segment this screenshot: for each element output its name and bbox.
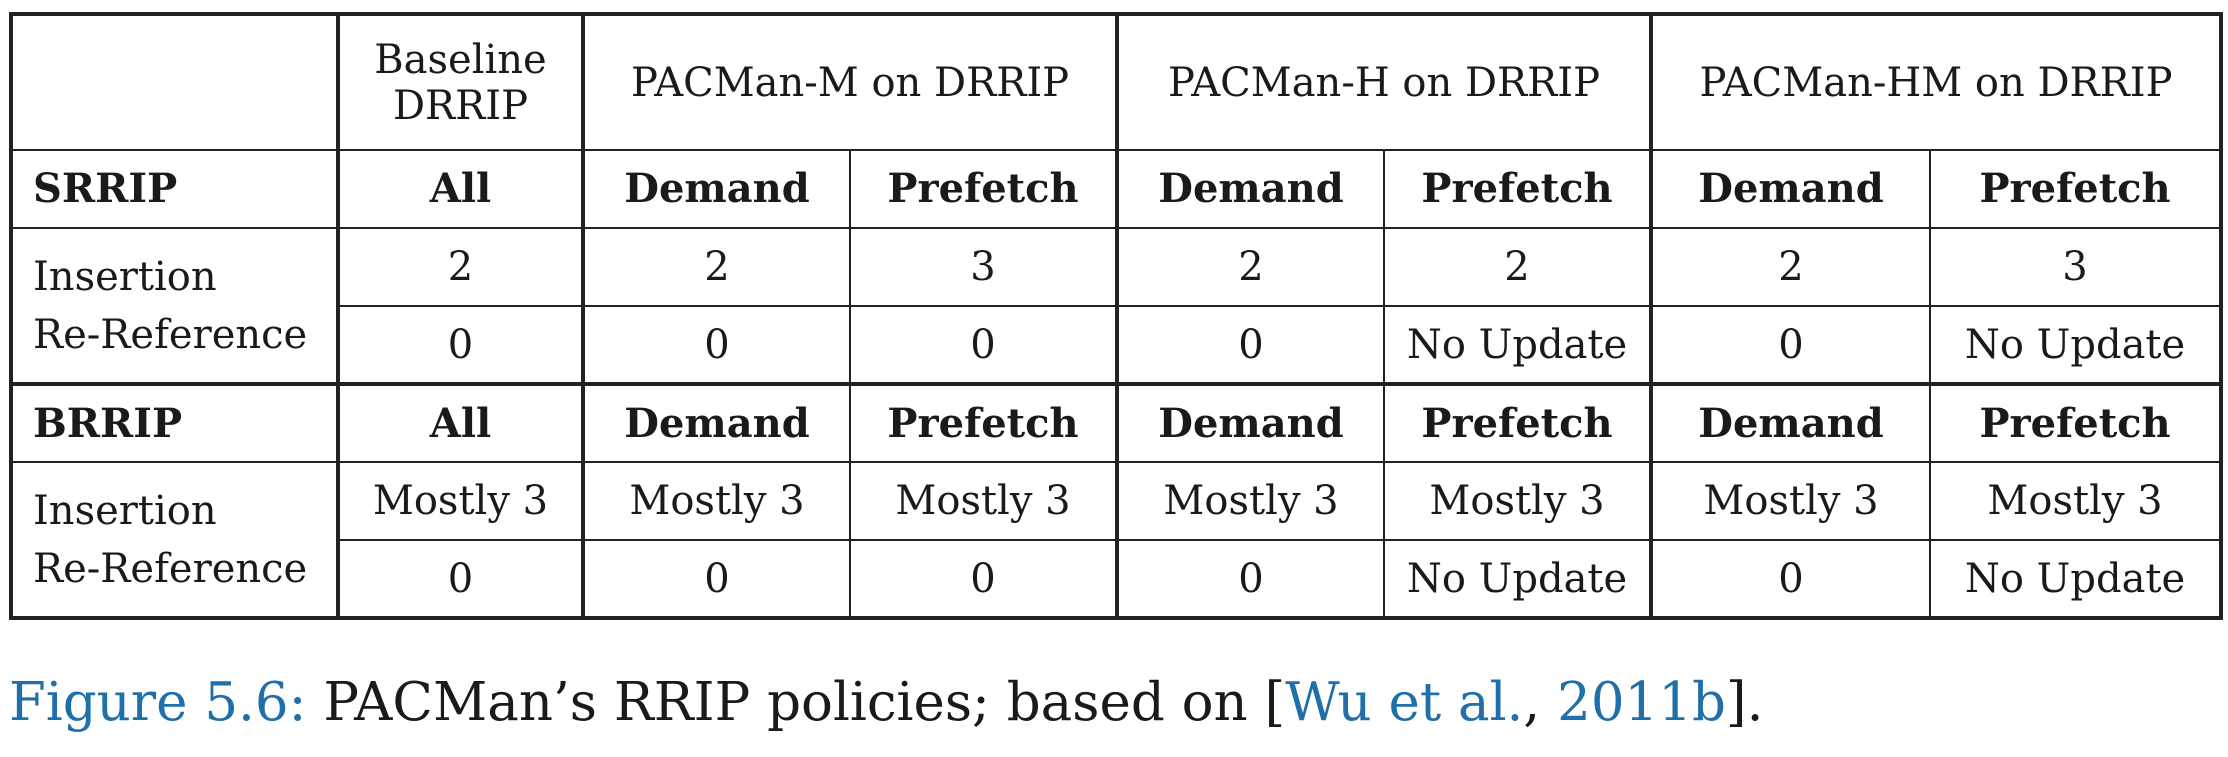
row-label-insertion: Insertion [33, 487, 217, 534]
section-label-brrip: BRRIP [9, 382, 340, 463]
row-label-cell: Insertion Re-Reference [9, 227, 340, 385]
table-cell: No Update [1383, 305, 1654, 385]
table-cell: 0 [848, 539, 1120, 620]
subheader-cell: Prefetch [1929, 149, 2224, 229]
table-cell: 2 [1383, 227, 1654, 307]
citation-year-link[interactable]: 2011b [1557, 672, 1726, 733]
caption-text: PACMan’s RRIP policies; based on [ [306, 672, 1286, 733]
table-cell: 0 [582, 539, 851, 620]
row-label-insertion: Insertion [33, 253, 217, 300]
table-cell: Mostly 3 [1116, 461, 1386, 541]
subheader-cell: Demand [1650, 382, 1932, 463]
row-label-re-reference: Re-Reference [33, 311, 308, 358]
header-baseline-drrip: Baseline DRRIP [337, 12, 585, 151]
table-cell: 2 [582, 227, 851, 307]
table-cell: 0 [848, 305, 1120, 385]
section-label-srrip: SRRIP [9, 149, 340, 229]
subheader-cell: Prefetch [1383, 382, 1654, 463]
table-cell: 0 [1116, 305, 1386, 385]
subheader-cell: All [337, 382, 585, 463]
table-cell: Mostly 3 [582, 461, 851, 541]
table-cell: 3 [848, 227, 1120, 307]
table-cell: Mostly 3 [1650, 461, 1932, 541]
subheader-cell: Prefetch [1383, 149, 1654, 229]
row-label-re-reference: Re-Reference [33, 545, 308, 592]
rrip-policy-table: Baseline DRRIP PACMan-M on DRRIP PACMan-… [9, 12, 2224, 620]
table-cell: Mostly 3 [1383, 461, 1654, 541]
table-cell: 2 [1116, 227, 1386, 307]
table-cell: 0 [1116, 539, 1386, 620]
table-cell: No Update [1383, 539, 1654, 620]
header-pacman-hm: PACMan-HM on DRRIP [1650, 12, 2224, 151]
table-cell: 0 [582, 305, 851, 385]
subheader-cell: Prefetch [848, 149, 1120, 229]
row-label-cell: Insertion Re-Reference [9, 461, 340, 620]
table-cell: No Update [1929, 539, 2224, 620]
subheader-cell: Demand [582, 149, 851, 229]
subheader-cell: Demand [582, 382, 851, 463]
table-cell: 2 [337, 227, 585, 307]
table-cell: No Update [1929, 305, 2224, 385]
subheader-cell: Demand [1116, 382, 1386, 463]
subheader-cell: Prefetch [1929, 382, 2224, 463]
table-cell: 3 [1929, 227, 2224, 307]
table-cell: Mostly 3 [848, 461, 1120, 541]
corner-cell [9, 12, 340, 151]
table-cell: Mostly 3 [1929, 461, 2224, 541]
figure-label: Figure 5.6: [9, 672, 307, 733]
subheader-cell: All [337, 149, 585, 229]
citation-authors-link[interactable]: Wu et al. [1285, 672, 1524, 733]
subheader-cell: Prefetch [848, 382, 1120, 463]
subheader-cell: Demand [1116, 149, 1386, 229]
caption-end: ]. [1725, 672, 1764, 733]
table-cell: 0 [1650, 539, 1932, 620]
table-cell: Mostly 3 [337, 461, 585, 541]
table-cell: 0 [337, 539, 585, 620]
citation-separator: , [1523, 672, 1558, 733]
figure-caption: Figure 5.6: PACMan’s RRIP policies; base… [9, 672, 1763, 733]
table-cell: 2 [1650, 227, 1932, 307]
header-pacman-m: PACMan-M on DRRIP [581, 12, 1120, 151]
table-cell: 0 [337, 305, 585, 385]
subheader-cell: Demand [1650, 149, 1932, 229]
table-cell: 0 [1650, 305, 1932, 385]
header-pacman-h: PACMan-H on DRRIP [1116, 12, 1654, 151]
